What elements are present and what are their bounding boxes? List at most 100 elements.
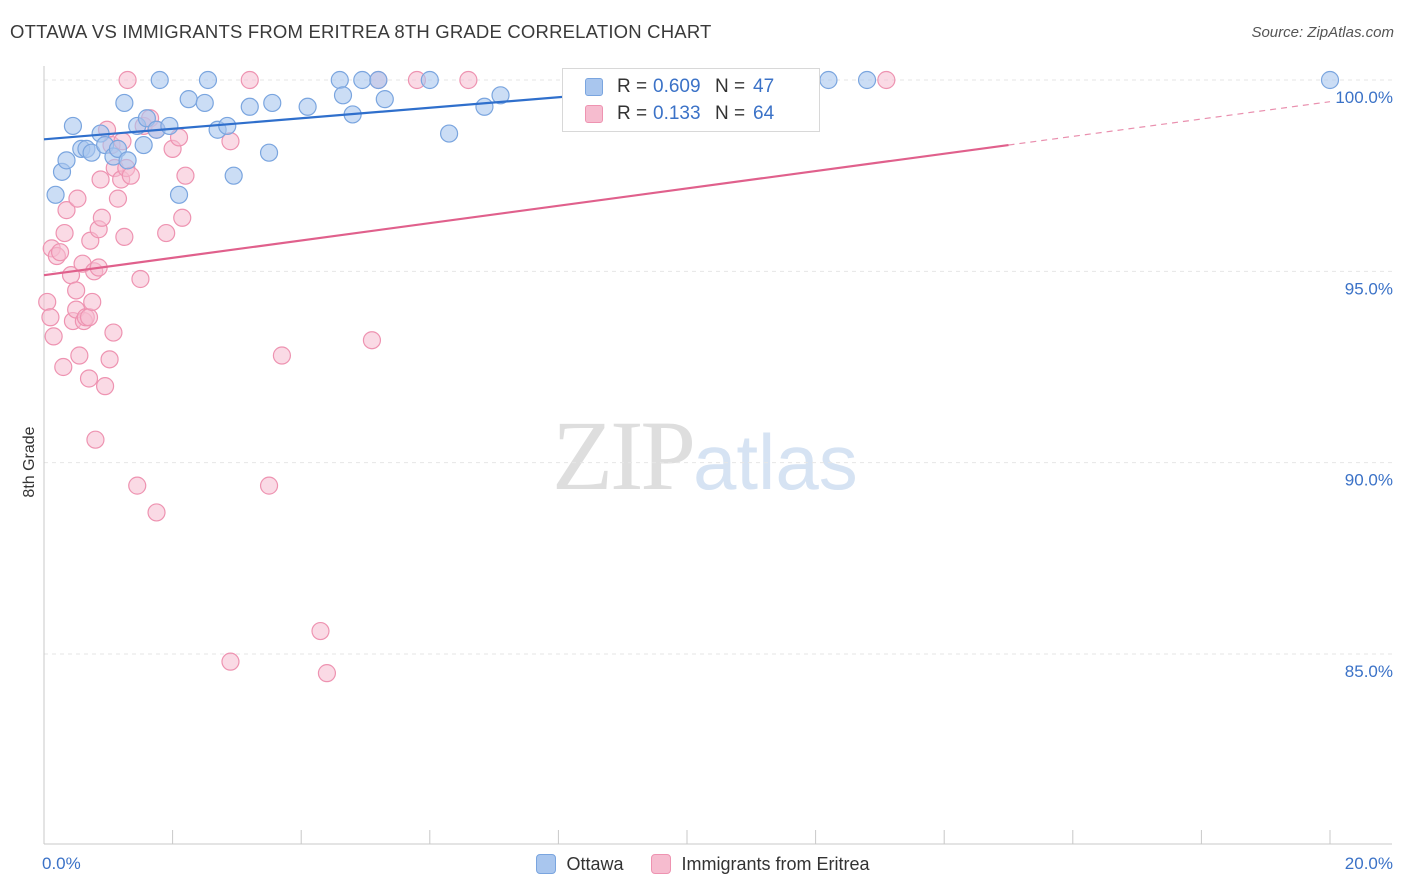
eritrea-point (83, 292, 102, 312)
ottawa-points (46, 70, 1340, 204)
eritrea-point (173, 208, 192, 227)
eritrea-point (100, 350, 119, 369)
eritrea-point (240, 70, 259, 90)
eritrea-r-value: 0.133 (653, 103, 701, 124)
eritrea-point (272, 346, 292, 365)
eritrea-legend-label: Immigrants from Eritrea (681, 853, 870, 874)
ottawa-point (179, 90, 198, 109)
ottawa-point (263, 93, 282, 113)
eritrea-point (317, 664, 337, 683)
legend-row-ottawa: R = 0.609 N = 47 (585, 74, 774, 100)
zipatlas-watermark: ZIPatlas (552, 398, 858, 513)
ottawa-point (150, 70, 169, 90)
eritrea-point (44, 327, 63, 346)
legend-item-eritrea[interactable]: Immigrants from Eritrea (651, 853, 870, 875)
eritrea-point (259, 476, 279, 495)
eritrea-point (79, 308, 99, 327)
legend-item-ottawa[interactable]: Ottawa (536, 854, 623, 875)
ottawa-point (169, 185, 189, 204)
ottawa-point (353, 70, 372, 90)
ottawa-point (439, 124, 459, 143)
eritrea-point (91, 170, 110, 189)
eritrea-point (104, 323, 123, 342)
eritrea-point (79, 369, 99, 388)
ottawa-n-value: 47 (753, 76, 775, 97)
ottawa-n-label: N = (715, 76, 746, 97)
eritrea-point (68, 189, 87, 208)
ottawa-point (224, 166, 243, 185)
ottawa-point (369, 70, 388, 90)
eritrea-point (67, 281, 86, 300)
eritrea-point (176, 166, 195, 185)
eritrea-r-label: R = (617, 103, 648, 124)
eritrea-trend-line (43, 143, 1009, 277)
ottawa-point (82, 143, 101, 162)
eritrea-swatch (585, 105, 603, 123)
ottawa-point (115, 93, 134, 113)
watermark-zip: ZIP (552, 400, 696, 511)
eritrea-point (92, 208, 111, 227)
eritrea-points (38, 70, 896, 683)
ottawa-point (330, 70, 349, 90)
eritrea-legend-swatch (651, 854, 672, 874)
eritrea-point (41, 308, 60, 327)
eritrea-trend-extension (1008, 101, 1331, 146)
eritrea-point (121, 166, 140, 185)
ottawa-swatch (585, 78, 603, 96)
eritrea-point (86, 430, 105, 449)
eritrea-point (157, 223, 176, 243)
legend-row-eritrea: R = 0.133 N = 64 (585, 101, 774, 127)
ottawa-point (491, 86, 510, 105)
ottawa-point (298, 97, 317, 116)
chart-title: OTTAWA VS IMMIGRANTS FROM ERITREA 8TH GR… (10, 21, 712, 42)
y-tick-label: 95.0% (1345, 279, 1393, 298)
watermark-atlas: atlas (693, 418, 858, 506)
source-note: Source: ZipAtlas.com (1251, 24, 1394, 41)
ottawa-r-label: R = (617, 76, 648, 97)
ottawa-point (1320, 70, 1340, 90)
stats-legend: R = 0.609 N = 47 R = 0.133 N = 64 (562, 68, 820, 132)
gridlines (44, 79, 1392, 655)
ottawa-point (375, 90, 394, 109)
eritrea-point (459, 70, 478, 90)
ottawa-legend-label: Ottawa (566, 853, 624, 874)
ottawa-point (134, 135, 153, 155)
y-axis-title: 8th Grade (21, 426, 38, 497)
eritrea-point (118, 70, 137, 90)
eritrea-point (108, 189, 128, 208)
axes (43, 66, 1392, 845)
ottawa-point (198, 70, 218, 90)
ottawa-point (118, 151, 137, 170)
eritrea-point (128, 476, 147, 495)
ottawa-point (475, 97, 494, 116)
x-tick-label: 0.0% (42, 854, 81, 873)
ottawa-point (240, 97, 259, 116)
ottawa-point (160, 116, 179, 136)
eritrea-point (50, 243, 70, 262)
ottawa-point (259, 143, 279, 162)
eritrea-point (877, 70, 896, 90)
eritrea-point (311, 621, 330, 641)
ottawa-point (218, 116, 237, 136)
y-tick-label: 85.0% (1345, 662, 1393, 681)
tick-labels: 100.0% 95.0% 90.0% 85.0% 0.0% 20.0% 8th Grade (21, 88, 1393, 873)
ottawa-point (63, 116, 83, 136)
eritrea-point (221, 652, 240, 671)
series-legend: Ottawa Immigrants from Eritrea (0, 850, 1406, 878)
y-tick-label: 100.0% (1335, 88, 1393, 107)
eritrea-point (57, 201, 76, 220)
eritrea-point (131, 269, 150, 289)
ottawa-point (420, 70, 439, 90)
eritrea-n-value: 64 (753, 103, 775, 124)
eritrea-point (115, 227, 134, 246)
eritrea-n-label: N = (715, 103, 746, 124)
ottawa-r-value: 0.609 (653, 76, 701, 97)
eritrea-point (54, 357, 73, 377)
ottawa-point (333, 86, 353, 105)
ottawa-point (57, 151, 76, 170)
ottawa-point (46, 185, 65, 204)
ottawa-point (857, 70, 877, 90)
eritrea-point (70, 346, 89, 365)
ottawa-point (819, 70, 838, 90)
